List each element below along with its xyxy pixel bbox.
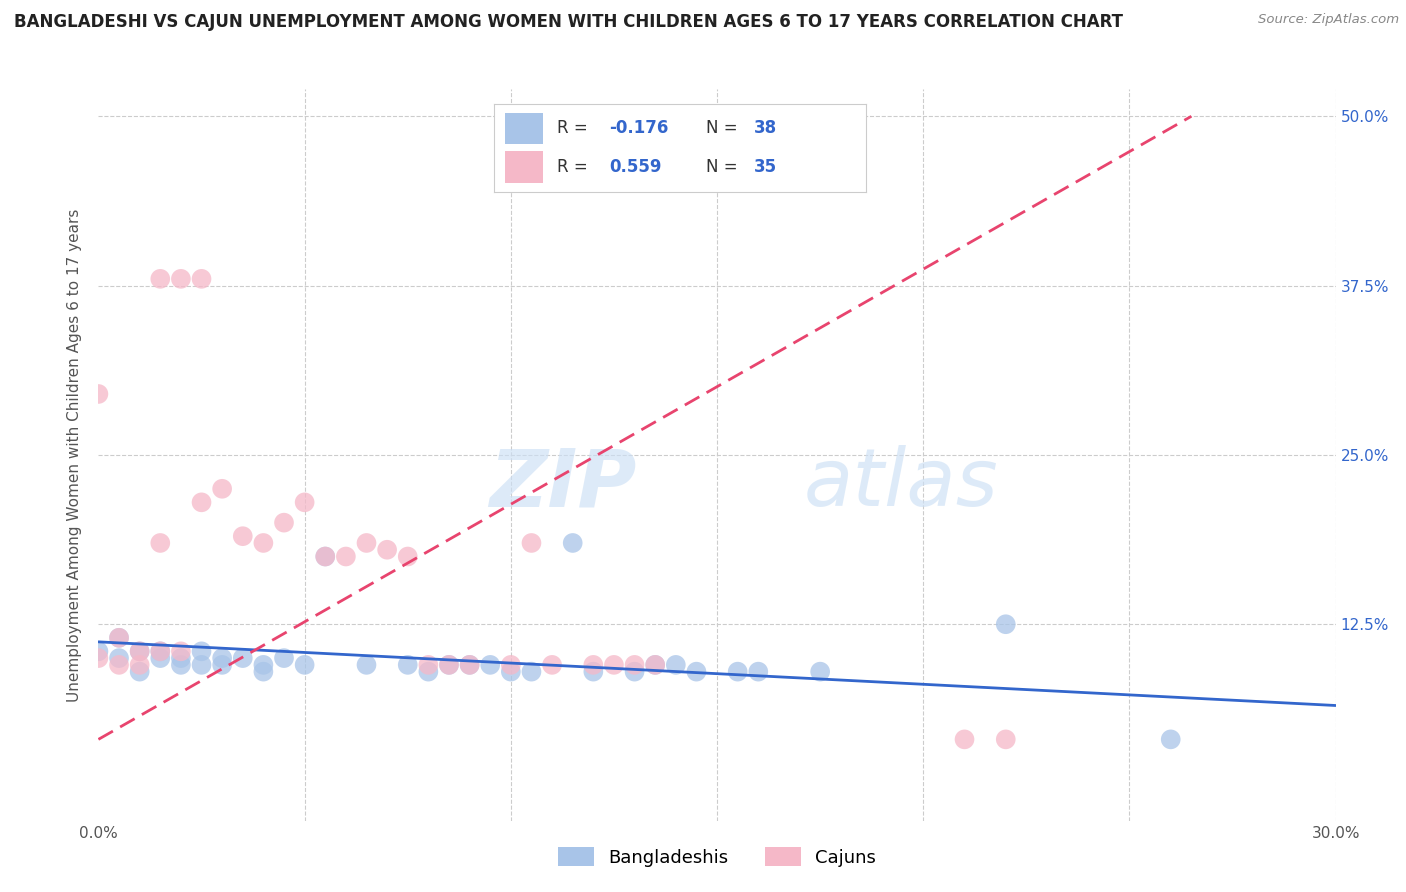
Point: [458, 657, 481, 672]
Point: [232, 651, 254, 665]
Point: [665, 657, 688, 672]
Text: atlas: atlas: [804, 445, 998, 524]
Text: Source: ZipAtlas.com: Source: ZipAtlas.com: [1258, 13, 1399, 27]
Point: [499, 665, 522, 679]
Point: [499, 657, 522, 672]
Point: [747, 665, 769, 679]
Point: [190, 272, 212, 286]
Text: ZIP: ZIP: [489, 445, 637, 524]
Point: [294, 495, 316, 509]
Point: [190, 495, 212, 509]
Point: [582, 657, 605, 672]
Point: [479, 657, 502, 672]
Point: [170, 272, 193, 286]
Point: [1160, 732, 1182, 747]
Point: [170, 651, 193, 665]
Point: [437, 657, 460, 672]
Point: [108, 631, 131, 645]
Point: [727, 665, 749, 679]
Point: [685, 665, 707, 679]
Point: [520, 665, 543, 679]
Point: [128, 657, 150, 672]
Point: [108, 651, 131, 665]
Point: [252, 657, 274, 672]
Point: [356, 657, 378, 672]
Point: [375, 542, 398, 557]
Point: [149, 536, 172, 550]
Point: [170, 644, 193, 658]
Point: [252, 665, 274, 679]
Point: [252, 536, 274, 550]
Point: [128, 644, 150, 658]
Point: [644, 657, 666, 672]
Point: [108, 631, 131, 645]
Point: [808, 665, 831, 679]
Point: [418, 657, 440, 672]
Point: [273, 516, 295, 530]
Point: [87, 651, 110, 665]
Point: [190, 657, 212, 672]
Y-axis label: Unemployment Among Women with Children Ages 6 to 17 years: Unemployment Among Women with Children A…: [67, 208, 83, 702]
Point: [458, 657, 481, 672]
Point: [294, 657, 316, 672]
Point: [170, 657, 193, 672]
Point: [211, 651, 233, 665]
Point: [603, 657, 626, 672]
Point: [149, 272, 172, 286]
Point: [396, 657, 419, 672]
Point: [953, 732, 976, 747]
Point: [623, 657, 645, 672]
Point: [211, 657, 233, 672]
Point: [314, 549, 336, 564]
Point: [644, 657, 666, 672]
Point: [128, 644, 150, 658]
Point: [87, 387, 110, 401]
Point: [87, 644, 110, 658]
Point: [356, 536, 378, 550]
Point: [128, 665, 150, 679]
Point: [994, 617, 1017, 632]
Point: [582, 665, 605, 679]
Point: [418, 665, 440, 679]
Point: [232, 529, 254, 543]
Point: [149, 644, 172, 658]
Point: [623, 665, 645, 679]
Point: [108, 657, 131, 672]
Point: [314, 549, 336, 564]
Point: [994, 732, 1017, 747]
Point: [396, 549, 419, 564]
Legend: Bangladeshis, Cajuns: Bangladeshis, Cajuns: [551, 839, 883, 874]
Point: [273, 651, 295, 665]
Point: [437, 657, 460, 672]
Point: [149, 644, 172, 658]
Point: [561, 536, 583, 550]
Text: BANGLADESHI VS CAJUN UNEMPLOYMENT AMONG WOMEN WITH CHILDREN AGES 6 TO 17 YEARS C: BANGLADESHI VS CAJUN UNEMPLOYMENT AMONG …: [14, 13, 1123, 31]
Point: [211, 482, 233, 496]
Point: [190, 644, 212, 658]
Point: [335, 549, 357, 564]
Point: [520, 536, 543, 550]
Point: [149, 651, 172, 665]
Point: [541, 657, 564, 672]
